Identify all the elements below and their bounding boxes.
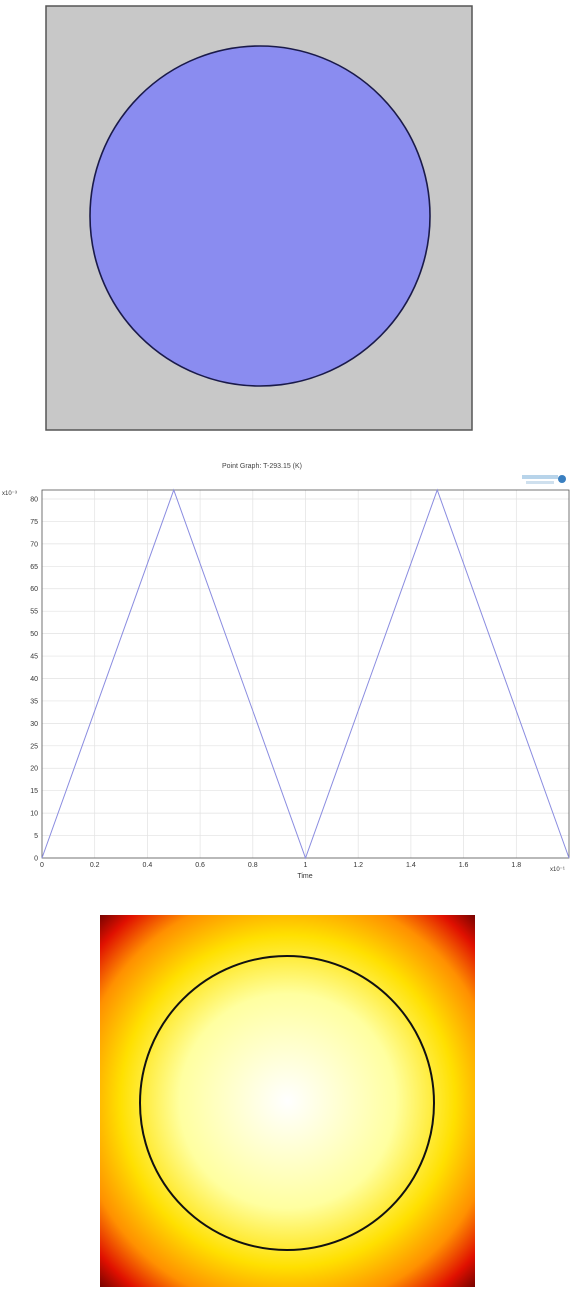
x-tick-label: 0.2 — [90, 862, 100, 869]
x-tick-label: 0.4 — [143, 862, 153, 869]
x-axis-label: Time — [297, 873, 312, 880]
y-tick-label: 30 — [30, 721, 38, 728]
y-tick-label: 70 — [30, 541, 38, 548]
y-tick-label: 45 — [30, 654, 38, 661]
y-tick-label: 5 — [34, 833, 38, 840]
temperature-surface-view — [100, 915, 475, 1287]
x-tick-label: 0 — [40, 862, 44, 869]
y-tick-label: 0 — [34, 856, 38, 863]
y-tick-label: 10 — [30, 811, 38, 818]
temperature-svg — [100, 915, 475, 1287]
y-tick-label: 55 — [30, 609, 38, 616]
point-graph-panel: Point Graph: T-293.15 (K) x10⁻³ x10⁻¹ Ti… — [0, 455, 571, 885]
grid-lines — [41, 490, 569, 859]
x-tick-label: 0.6 — [195, 862, 205, 869]
y-tick-label: 50 — [30, 631, 38, 638]
x-tick-label: 1.6 — [459, 862, 469, 869]
y-tick-label: 60 — [30, 586, 38, 593]
y-exponent-label: x10⁻³ — [2, 491, 17, 497]
geometry-svg — [45, 5, 473, 431]
y-tick-label: 20 — [30, 766, 38, 773]
point-graph-svg: Point Graph: T-293.15 (K) x10⁻³ x10⁻¹ Ti… — [2, 463, 570, 880]
chart-title: Point Graph: T-293.15 (K) — [222, 463, 302, 470]
x-tick-label: 1 — [304, 862, 308, 869]
y-tick-label: 75 — [30, 519, 38, 526]
temperature-field — [100, 915, 475, 1287]
series-line — [41, 488, 570, 860]
y-tick-label: 80 — [30, 496, 38, 503]
data-series — [41, 488, 570, 860]
domain-boundary-circle[interactable] — [139, 955, 435, 1251]
x-exponent-label: x10⁻¹ — [550, 867, 565, 873]
x-tick-label: 1.2 — [353, 862, 363, 869]
x-tick-label: 1.4 — [406, 862, 416, 869]
geometry-view — [45, 5, 473, 431]
x-tick-label: 1.8 — [511, 862, 521, 869]
y-tick-label: 65 — [30, 564, 38, 571]
logo-mark — [522, 475, 566, 484]
y-tick-label: 25 — [30, 743, 38, 750]
circular-domain[interactable] — [89, 45, 431, 387]
y-tick-label: 35 — [30, 698, 38, 705]
y-tick-label: 40 — [30, 676, 38, 683]
tick-labels: 0 0.2 0.4 0.6 0.8 1 1.2 1.4 1.6 1.8 0 5 10 15 20 25 30 35… — [30, 496, 521, 869]
x-tick-label: 0.8 — [248, 862, 258, 869]
y-tick-label: 15 — [30, 788, 38, 795]
